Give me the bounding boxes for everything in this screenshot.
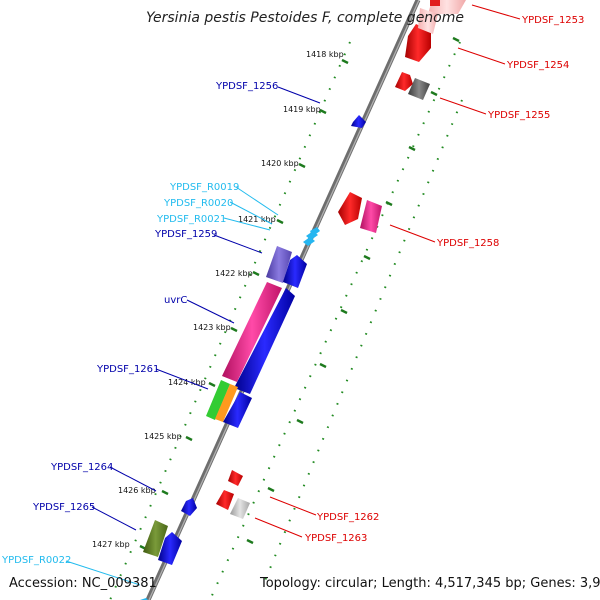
tick-label-1424: 1424 kbp [168,378,206,387]
tick-label-1425: 1425 kbp [144,432,182,441]
label-ypdsf-1255: YPDSF_1255 [487,110,550,121]
label-ypdsf-1263: YPDSF_1263 [304,533,367,544]
gene-ypdsf-1254b[interactable] [418,8,438,34]
gene-ypdsf-1256[interactable] [351,115,366,128]
label-uvrc: uvrC [164,295,187,306]
label-ypdsf-1264: YPDSF_1264 [50,462,113,473]
label-ypdsf-1265: YPDSF_1265 [32,502,95,513]
label-ypdsf-r0022: YPDSF_R0022 [1,555,71,566]
gene-ypdsf-1255[interactable] [408,78,430,100]
tick-label-1421: 1421 kbp [238,215,276,224]
gene-ypdsf-1258[interactable] [360,200,382,233]
gene-ypdsf-1264[interactable] [181,498,197,516]
label-ypdsf-r0021: YPDSF_R0021 [156,214,226,225]
tick-label-1426: 1426 kbp [118,486,156,495]
label-ypdsf-1262: YPDSF_1262 [316,512,379,523]
gene-ypdsf-1261-green[interactable] [206,380,230,420]
gene-ypdsf-1261-orange[interactable] [215,384,238,422]
gene-ypdsf-1259[interactable] [266,246,292,283]
gene-ypdsf-1255-red[interactable] [395,72,413,91]
gene-ypdsf-1262-a[interactable] [228,470,243,486]
major-ticks [139,36,460,551]
label-ypdsf-1254: YPDSF_1254 [506,60,569,71]
gene-ypdsf-1265[interactable] [158,532,182,565]
label-ypdsf-1256: YPDSF_1256 [215,81,278,92]
gene-ypdsf-1263[interactable] [230,498,250,519]
label-ypdsf-1258: YPDSF_1258 [436,238,499,249]
topology-text: Topology: circular; Length: 4,517,345 bp… [259,576,600,591]
gene-uvrc[interactable] [222,282,282,382]
label-ypdsf-1261: YPDSF_1261 [96,364,159,375]
label-ypdsf-r0020: YPDSF_R0020 [163,198,233,209]
tick-label-1418: 1418 kbp [306,50,344,59]
label-ypdsf-1259: YPDSF_1259 [154,229,217,240]
label-ypdsf-r0019: YPDSF_R0019 [169,182,239,193]
gene-ypdsf-1262[interactable] [216,490,234,510]
accession-text: Accession: NC_009381 [9,576,157,591]
gene-ypdsf-1259-blue[interactable] [283,255,307,288]
gene-ypdsf-1254[interactable] [405,24,431,62]
gene-ypdsf-1261[interactable] [223,392,252,428]
gene-ypdsf-r0021[interactable] [303,227,320,246]
ruler-track-mid [209,41,461,600]
tick-label-1419: 1419 kbp [283,105,321,114]
gene-ypdsf-1253[interactable] [428,0,466,14]
map-title: Yersinia pestis Pestoides F, complete ge… [146,10,464,26]
gene-ypdsf-1265-olive[interactable] [143,520,168,557]
label-ypdsf-1253: YPDSF_1253 [521,15,584,26]
leader-lines [65,4,521,586]
gene-uvrc-blue[interactable] [234,288,295,394]
tick-label-1420: 1420 kbp [261,159,299,168]
tick-label-1423: 1423 kbp [193,323,231,332]
tick-label-1427: 1427 kbp [92,540,130,549]
tick-label-1422: 1422 kbp [215,269,253,278]
gene-ypdsf-1258a[interactable] [338,192,362,225]
